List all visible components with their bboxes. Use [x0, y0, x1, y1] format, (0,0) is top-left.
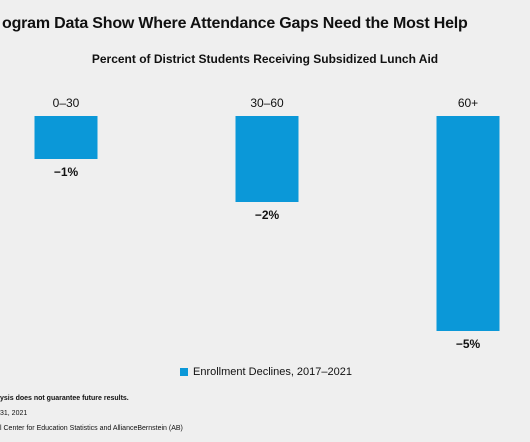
- bar-chart: 0–30 −1% 30–60 −2% 60+ −5%: [34, 96, 500, 351]
- category-label: 30–60: [250, 96, 284, 110]
- chart-title: Percent of District Students Receiving S…: [91, 52, 439, 66]
- date-note: 31, 2021: [0, 410, 28, 417]
- bar: [436, 116, 500, 331]
- data-label: −2%: [255, 208, 280, 222]
- source-note: l Center for Education Statistics and Al…: [0, 425, 183, 432]
- bar: [34, 116, 98, 159]
- chart-area: 0–30 −1% 30–60 −2% 60+ −5%: [0, 80, 530, 360]
- page-title: ogram Data Show Where Attendance Gaps Ne…: [2, 15, 468, 32]
- legend-label: Enrollment Declines, 2017–2021: [193, 366, 352, 378]
- legend-swatch: [180, 368, 188, 376]
- legend: Enrollment Declines, 2017–2021: [180, 364, 352, 380]
- category-label: 0–30: [53, 96, 80, 110]
- bar: [235, 116, 299, 202]
- category-label: 60+: [458, 96, 478, 110]
- data-label: −5%: [456, 337, 481, 351]
- data-label: −1%: [54, 165, 79, 179]
- disclaimer-note: ysis does not guarantee future results.: [0, 395, 129, 402]
